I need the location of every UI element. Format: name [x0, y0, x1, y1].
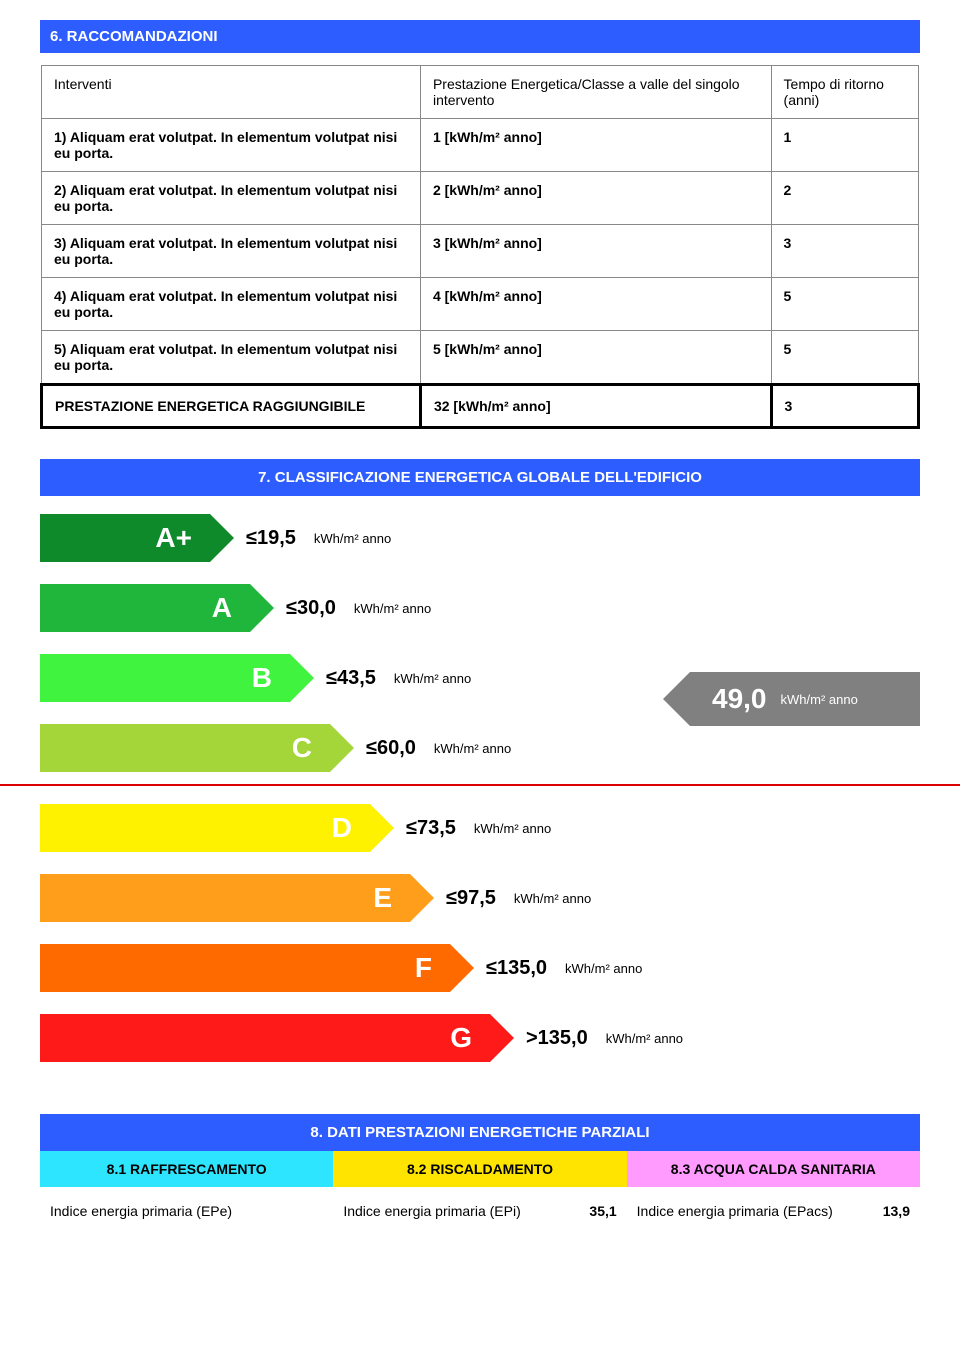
energy-class-g: G >135,0 kWh/m² anno	[40, 1014, 683, 1062]
epi-cell: Indice energia primaria (EPi) 35,1	[333, 1197, 626, 1225]
energy-class-chart: A+ ≤19,5 kWh/m² anno A ≤30,0 kWh/m² anno B ≤43,…	[40, 514, 920, 1074]
summary-tempo: 3	[771, 385, 918, 428]
class-unit: kWh/m² anno	[434, 741, 511, 756]
class-threshold: ≤60,0	[366, 737, 416, 760]
prestazione-cell: 1 [kWh/m² anno]	[420, 119, 771, 172]
intervento-cell: 2) Aliquam erat volutpat. In elementum v…	[42, 172, 421, 225]
summary-label: PRESTAZIONE ENERGETICA RAGGIUNGIBILE	[42, 385, 421, 428]
energy-class-d: D ≤73,5 kWh/m² anno	[40, 804, 551, 852]
epacs-label: Indice energia primaria (EPacs)	[637, 1203, 833, 1219]
energy-class-a: A ≤30,0 kWh/m² anno	[40, 584, 431, 632]
col-tempo: Tempo di ritorno (anni)	[771, 66, 918, 119]
epi-label: Indice energia primaria (EPi)	[343, 1203, 520, 1219]
class-unit: kWh/m² anno	[474, 821, 551, 836]
indicator-value: 49,0	[712, 683, 767, 715]
prestazione-cell: 3 [kWh/m² anno]	[420, 225, 771, 278]
class-bar: A	[40, 584, 250, 632]
energy-class-f: F ≤135,0 kWh/m² anno	[40, 944, 642, 992]
class-threshold: ≤30,0	[286, 597, 336, 620]
class-threshold: ≤97,5	[446, 887, 496, 910]
recommendations-table: Interventi Prestazione Energetica/Classe…	[40, 65, 920, 429]
table-row: 3) Aliquam erat volutpat. In elementum v…	[42, 225, 919, 278]
section-8-subheaders: 8.1 RAFFRESCAMENTO 8.2 RISCALDAMENTO 8.3…	[40, 1151, 920, 1187]
epe-label: Indice energia primaria (EPe)	[50, 1203, 232, 1219]
class-threshold: ≤43,5	[326, 667, 376, 690]
epi-value: 35,1	[589, 1203, 616, 1219]
class-unit: kWh/m² anno	[394, 671, 471, 686]
tempo-cell: 3	[771, 225, 918, 278]
sub-acqua-calda: 8.3 ACQUA CALDA SANITARIA	[627, 1151, 920, 1187]
class-bar: D	[40, 804, 370, 852]
threshold-line	[0, 784, 960, 786]
class-bar: F	[40, 944, 450, 992]
intervento-cell: 1) Aliquam erat volutpat. In elementum v…	[42, 119, 421, 172]
class-unit: kWh/m² anno	[514, 891, 591, 906]
class-bar: E	[40, 874, 410, 922]
class-bar: G	[40, 1014, 490, 1062]
section-8-header: 8. DATI PRESTAZIONI ENERGETICHE PARZIALI	[40, 1114, 920, 1151]
tempo-cell: 1	[771, 119, 918, 172]
epe-cell: Indice energia primaria (EPe)	[40, 1197, 333, 1225]
class-threshold: >135,0	[526, 1027, 588, 1050]
intervento-cell: 4) Aliquam erat volutpat. In elementum v…	[42, 278, 421, 331]
prestazione-cell: 4 [kWh/m² anno]	[420, 278, 771, 331]
tempo-cell: 5	[771, 331, 918, 385]
indicator-unit: kWh/m² anno	[781, 692, 858, 707]
table-row: 1) Aliquam erat volutpat. In elementum v…	[42, 119, 919, 172]
section-6-header: 6. RACCOMANDAZIONI	[40, 20, 920, 53]
sub-raffrescamento: 8.1 RAFFRESCAMENTO	[40, 1151, 333, 1187]
tempo-cell: 5	[771, 278, 918, 331]
class-unit: kWh/m² anno	[565, 961, 642, 976]
energy-class-c: C ≤60,0 kWh/m² anno	[40, 724, 511, 772]
class-bar: B	[40, 654, 290, 702]
tempo-cell: 2	[771, 172, 918, 225]
table-row: 5) Aliquam erat volutpat. In elementum v…	[42, 331, 919, 385]
summary-row: PRESTAZIONE ENERGETICA RAGGIUNGIBILE 32 …	[42, 385, 919, 428]
class-unit: kWh/m² anno	[606, 1031, 683, 1046]
summary-value: 32 [kWh/m² anno]	[420, 385, 771, 428]
prestazione-cell: 2 [kWh/m² anno]	[420, 172, 771, 225]
epacs-cell: Indice energia primaria (EPacs) 13,9	[627, 1197, 920, 1225]
section-8-values: Indice energia primaria (EPe) Indice ene…	[40, 1197, 920, 1225]
epacs-value: 13,9	[883, 1203, 910, 1219]
prestazione-cell: 5 [kWh/m² anno]	[420, 331, 771, 385]
class-threshold: ≤73,5	[406, 817, 456, 840]
table-row: 2) Aliquam erat volutpat. In elementum v…	[42, 172, 919, 225]
class-unit: kWh/m² anno	[354, 601, 431, 616]
col-prestazione: Prestazione Energetica/Classe a valle de…	[420, 66, 771, 119]
energy-class-aplus: A+ ≤19,5 kWh/m² anno	[40, 514, 391, 562]
current-value-indicator: 49,0 kWh/m² anno	[690, 672, 920, 726]
intervento-cell: 5) Aliquam erat volutpat. In elementum v…	[42, 331, 421, 385]
table-row: 4) Aliquam erat volutpat. In elementum v…	[42, 278, 919, 331]
col-interventi: Interventi	[42, 66, 421, 119]
energy-class-b: B ≤43,5 kWh/m² anno	[40, 654, 471, 702]
class-bar: A+	[40, 514, 210, 562]
class-bar: C	[40, 724, 330, 772]
intervento-cell: 3) Aliquam erat volutpat. In elementum v…	[42, 225, 421, 278]
sub-riscaldamento: 8.2 RISCALDAMENTO	[333, 1151, 626, 1187]
class-threshold: ≤135,0	[486, 957, 547, 980]
section-7-header: 7. CLASSIFICAZIONE ENERGETICA GLOBALE DE…	[40, 459, 920, 496]
class-unit: kWh/m² anno	[314, 531, 391, 546]
energy-class-e: E ≤97,5 kWh/m² anno	[40, 874, 591, 922]
class-threshold: ≤19,5	[246, 527, 296, 550]
